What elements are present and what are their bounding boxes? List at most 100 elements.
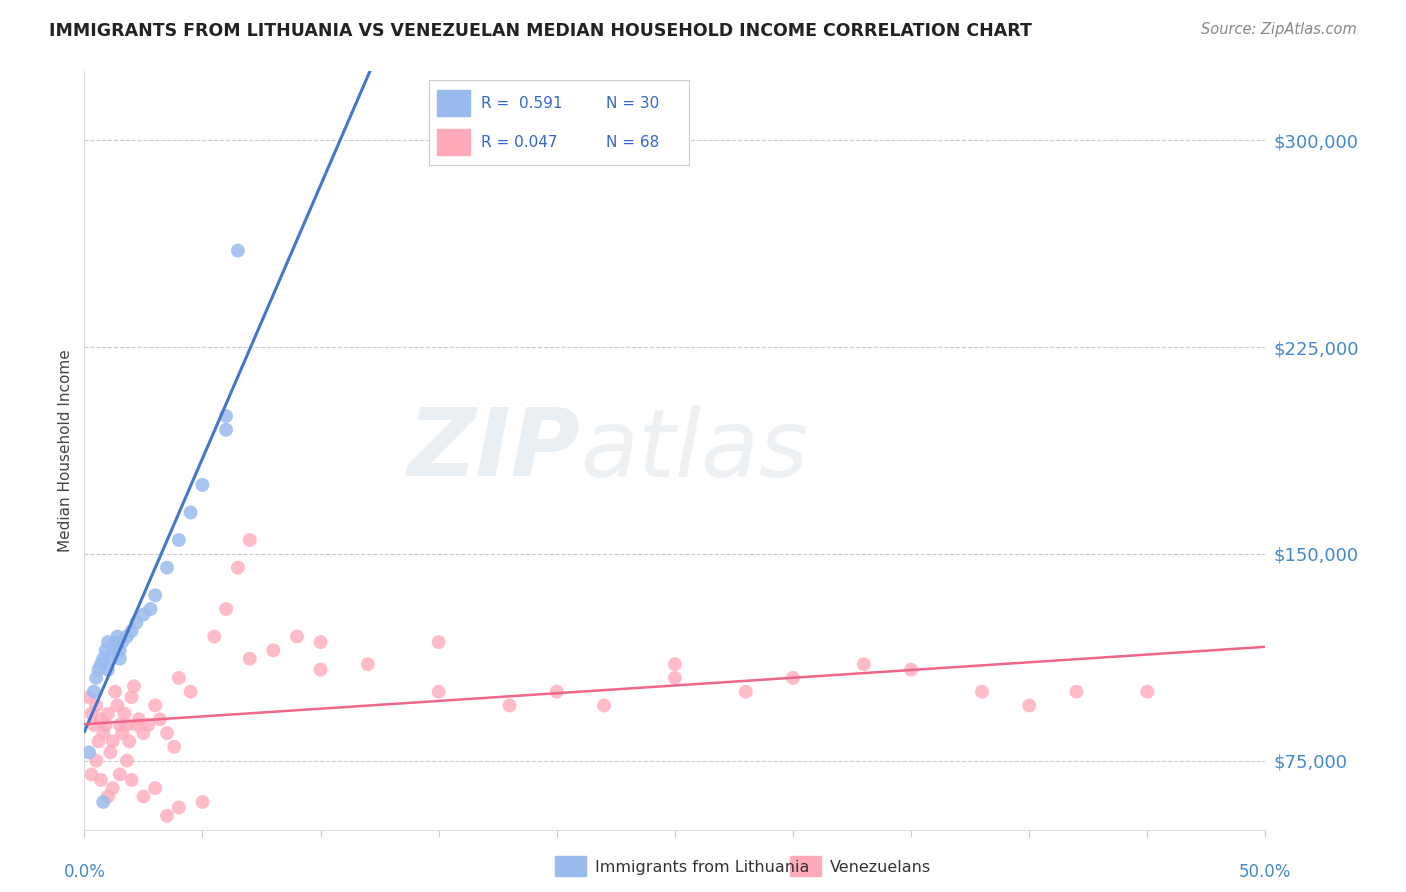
Point xyxy=(357,657,380,672)
Point xyxy=(91,651,114,665)
Point xyxy=(84,671,107,685)
Point xyxy=(498,698,520,713)
Y-axis label: Median Household Income: Median Household Income xyxy=(58,349,73,552)
Point xyxy=(215,423,238,437)
Point xyxy=(115,630,138,644)
Point xyxy=(77,745,100,759)
Point xyxy=(239,533,262,547)
Point xyxy=(852,657,875,672)
Point xyxy=(226,560,249,574)
Point xyxy=(239,651,262,665)
Point xyxy=(84,698,107,713)
Point xyxy=(132,789,155,804)
Point xyxy=(1066,684,1088,698)
Point xyxy=(84,754,107,768)
Point xyxy=(202,630,225,644)
Point xyxy=(94,643,117,657)
Text: IMMIGRANTS FROM LITHUANIA VS VENEZUELAN MEDIAN HOUSEHOLD INCOME CORRELATION CHAR: IMMIGRANTS FROM LITHUANIA VS VENEZUELAN … xyxy=(49,22,1032,40)
Point xyxy=(427,684,450,698)
Point xyxy=(98,651,121,665)
Point xyxy=(108,651,131,665)
Point xyxy=(156,560,179,574)
Point xyxy=(104,635,127,649)
Point xyxy=(309,635,332,649)
Point xyxy=(108,718,131,732)
Point xyxy=(149,712,172,726)
Text: N = 30: N = 30 xyxy=(606,95,659,111)
Point xyxy=(101,643,124,657)
Point xyxy=(734,684,756,698)
Point xyxy=(139,602,162,616)
Text: ZIP: ZIP xyxy=(408,404,581,497)
Point xyxy=(94,718,117,732)
Point xyxy=(115,718,138,732)
Point xyxy=(664,657,686,672)
Point xyxy=(121,772,143,787)
Text: N = 68: N = 68 xyxy=(606,135,659,150)
Text: Source: ZipAtlas.com: Source: ZipAtlas.com xyxy=(1201,22,1357,37)
Point xyxy=(91,726,114,740)
Point xyxy=(77,690,100,705)
Text: R =  0.591: R = 0.591 xyxy=(481,95,562,111)
Point xyxy=(125,615,148,630)
Point xyxy=(101,734,124,748)
Point xyxy=(167,533,190,547)
Point xyxy=(180,506,202,520)
Point xyxy=(132,726,155,740)
Point xyxy=(122,679,145,693)
Point xyxy=(167,671,190,685)
Point xyxy=(1136,684,1159,698)
Point xyxy=(143,698,166,713)
Point xyxy=(83,718,105,732)
Point xyxy=(143,588,166,602)
Point xyxy=(309,663,332,677)
Point xyxy=(215,602,238,616)
Point xyxy=(167,800,190,814)
Text: 50.0%: 50.0% xyxy=(1239,863,1292,880)
Point xyxy=(114,706,136,721)
Point xyxy=(125,718,148,732)
Point xyxy=(111,635,134,649)
Point xyxy=(107,630,129,644)
Point xyxy=(156,809,179,823)
Point xyxy=(546,684,568,698)
Point xyxy=(90,772,112,787)
Point xyxy=(90,712,112,726)
Point xyxy=(1018,698,1040,713)
Point xyxy=(80,767,103,781)
Point xyxy=(121,690,143,705)
Point xyxy=(156,726,179,740)
Point xyxy=(87,663,110,677)
Text: atlas: atlas xyxy=(581,405,808,496)
Point xyxy=(118,734,141,748)
Point xyxy=(98,745,121,759)
Point xyxy=(191,478,214,492)
Point xyxy=(104,684,127,698)
Text: Immigrants from Lithuania: Immigrants from Lithuania xyxy=(595,860,808,874)
Point xyxy=(97,635,120,649)
Point xyxy=(163,739,186,754)
Point xyxy=(80,706,103,721)
Bar xyxy=(437,90,471,116)
Point xyxy=(83,684,105,698)
Point xyxy=(226,244,249,258)
Point xyxy=(128,712,150,726)
Point xyxy=(121,624,143,638)
Point xyxy=(87,734,110,748)
Point xyxy=(215,409,238,423)
Point xyxy=(115,754,138,768)
Bar xyxy=(437,129,471,155)
Point xyxy=(132,607,155,622)
Point xyxy=(108,767,131,781)
Point xyxy=(782,671,804,685)
Point xyxy=(664,671,686,685)
Point xyxy=(108,643,131,657)
Point xyxy=(593,698,616,713)
Point xyxy=(180,684,202,698)
Point xyxy=(97,706,120,721)
Text: 0.0%: 0.0% xyxy=(63,863,105,880)
Point xyxy=(97,789,120,804)
Text: Venezuelans: Venezuelans xyxy=(830,860,931,874)
Point xyxy=(900,663,922,677)
Point xyxy=(91,795,114,809)
